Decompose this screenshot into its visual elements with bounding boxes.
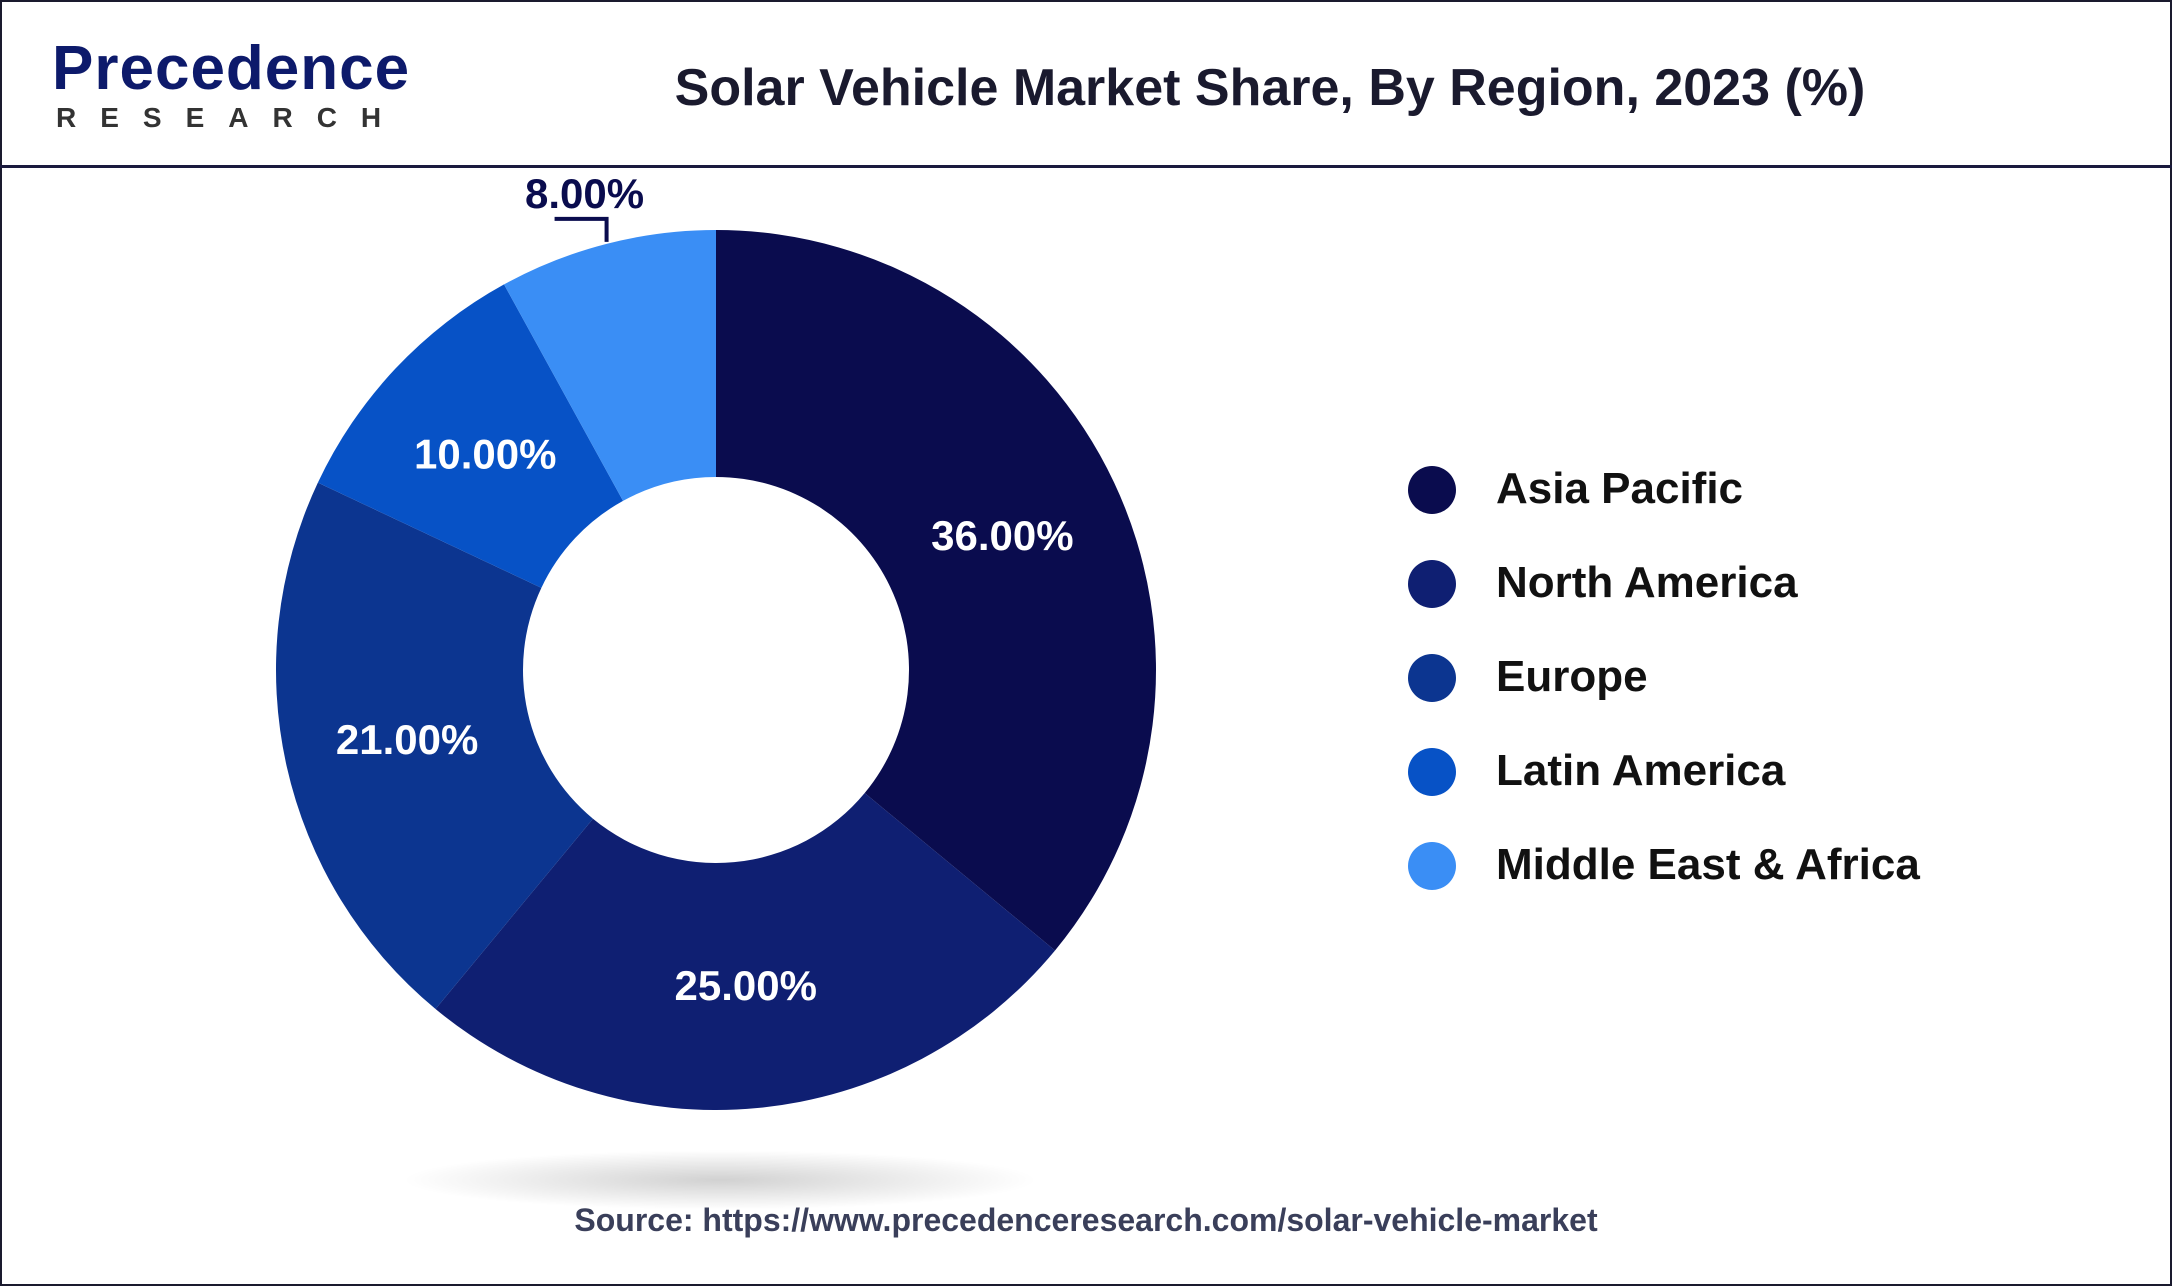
legend-item: Middle East & Africa: [1408, 836, 2108, 896]
slice-latin-america: [317, 284, 624, 588]
legend-swatch: [1408, 654, 1456, 702]
slice-north-america: [435, 793, 1056, 1110]
donut-shadow: [400, 1150, 1040, 1210]
data-label: 8.00%: [525, 170, 644, 217]
label-leader-line: [554, 216, 609, 242]
legend-swatch: [1408, 466, 1456, 514]
legend-label: Europe: [1496, 652, 1648, 701]
data-label: 10.00%: [414, 430, 556, 477]
legend-item: Europe: [1408, 648, 2108, 708]
source-text: Source: https://www.precedenceresearch.c…: [574, 1202, 1598, 1238]
legend-label: North America: [1496, 558, 1798, 607]
slice-asia-pacific: [716, 230, 1157, 951]
data-label: 25.00%: [675, 962, 817, 1009]
precedence-research-logo: Precedence RESEARCH: [52, 38, 410, 134]
legend-swatch: [1408, 560, 1456, 608]
legend-item: Latin America: [1408, 742, 2108, 802]
legend-item: Asia Pacific: [1408, 460, 2108, 520]
data-label: 36.00%: [931, 512, 1073, 559]
header: Precedence RESEARCH Solar Vehicle Market…: [0, 0, 2172, 168]
slice-europe: [276, 482, 593, 1010]
legend-label: Asia Pacific: [1496, 464, 1744, 513]
legend-label: Middle East & Africa: [1496, 840, 1920, 889]
legend-item: North America: [1408, 554, 2108, 614]
legend-label: Latin America: [1496, 746, 1786, 795]
slice-middle-east-africa: [504, 230, 716, 501]
logo-sub-text: RESEARCH: [56, 102, 406, 133]
data-label: 21.00%: [336, 716, 478, 763]
chart-title: Solar Vehicle Market Share, By Region, 2…: [674, 59, 1866, 117]
legend-swatch: [1408, 842, 1456, 890]
logo-main-text: Precedence: [52, 34, 411, 103]
legend-swatch: [1408, 748, 1456, 796]
